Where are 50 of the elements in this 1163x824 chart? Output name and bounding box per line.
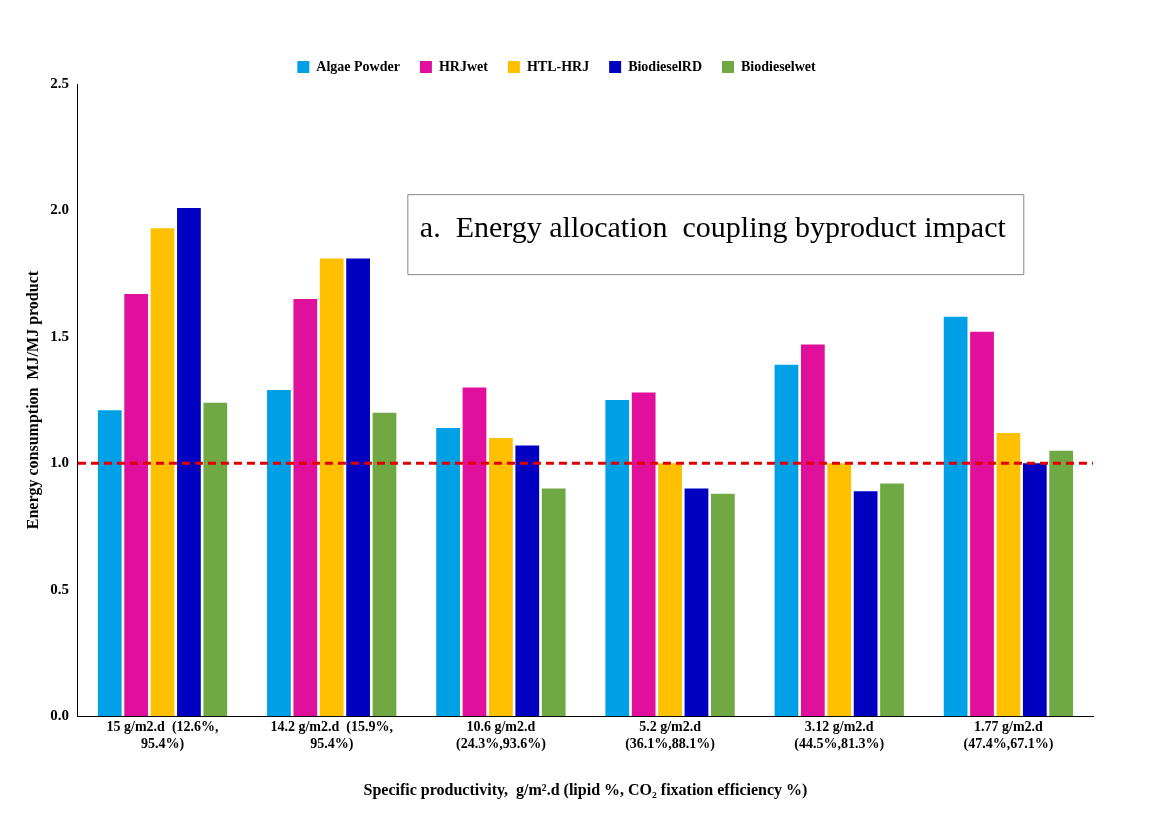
legend-label: HTL-HRJ	[526, 58, 590, 74]
y-tick-label: 0.0	[50, 707, 69, 724]
legend-label: HRJwet	[438, 58, 489, 74]
y-tick-label: 1.5	[50, 327, 69, 344]
bar	[800, 344, 825, 717]
x-tick-label: 10.6 g/m2.d (24.3%,93.6%)	[455, 719, 547, 753]
bar	[658, 463, 682, 717]
x-tick-label: 14.2 g/m2.d (15.9%, 95.4%)	[270, 719, 393, 753]
legend-label: BiodieselRD	[628, 58, 703, 74]
x-tick-label: 3.12 g/m2.d (44.5%,81.3%)	[794, 719, 885, 753]
bar	[827, 463, 852, 717]
bar	[462, 387, 487, 717]
y-tick-label: 0.5	[50, 580, 69, 597]
bar	[124, 293, 149, 717]
bar	[150, 228, 175, 717]
x-tick-label: 1.77 g/m2.d (47.4%,67.1%)	[963, 719, 1054, 753]
bar	[489, 438, 513, 717]
bar	[996, 432, 1021, 717]
bar	[1022, 463, 1047, 717]
x-tick-label: 5.2 g/m2.d (36.1%,88.1%)	[625, 719, 716, 753]
legend-label: Biodieselwet	[741, 58, 817, 74]
y-tick-label: 2.5	[50, 74, 69, 91]
bar	[97, 410, 122, 717]
y-tick-label: 1.0	[50, 454, 69, 471]
bar	[346, 258, 370, 717]
bar	[372, 412, 397, 717]
bar	[436, 427, 460, 717]
bar	[1049, 450, 1074, 717]
bar	[319, 258, 344, 717]
bar	[605, 400, 630, 717]
bar	[203, 402, 228, 717]
bar	[684, 488, 709, 717]
bar	[943, 316, 968, 717]
bar	[631, 392, 656, 717]
bar	[177, 207, 201, 717]
bar	[853, 491, 878, 717]
bar	[970, 331, 994, 717]
bar	[293, 298, 318, 717]
y-tick-label: 2.0	[50, 201, 69, 218]
x-tick-label: 15 g/m2.d (12.6%, 95.4%)	[106, 719, 219, 753]
y-axis-title: Energy consumption MJ/MJ product	[23, 270, 42, 530]
legend-label: Algae Powder	[316, 58, 400, 74]
x-axis-title: Specific productivity, g/m².d (lipid %, CO₂ fixation efficiency %)	[363, 780, 808, 799]
bar	[267, 389, 291, 717]
bar	[515, 445, 540, 717]
annotation: a. Energy allocation coupling byproduct impact	[419, 209, 1007, 243]
bar	[774, 364, 799, 717]
bar	[880, 483, 904, 717]
bar	[710, 493, 735, 717]
bar	[541, 488, 566, 717]
